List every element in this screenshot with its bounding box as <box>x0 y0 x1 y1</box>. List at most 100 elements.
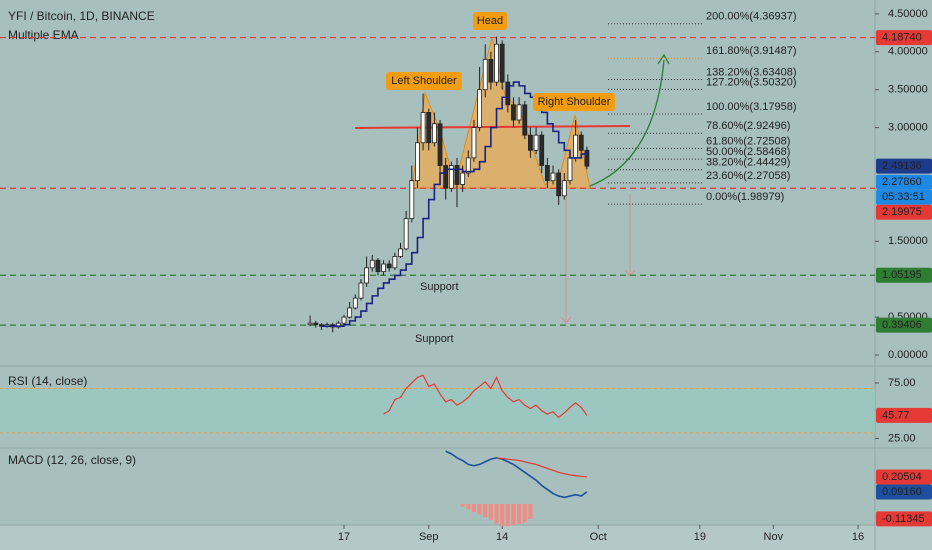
x-tick-label: Nov <box>764 531 784 543</box>
price-badge <box>876 511 932 527</box>
x-tick-label: 17 <box>338 531 350 543</box>
candle-body <box>539 134 545 166</box>
price-badge-label: 2.27860 <box>882 176 922 188</box>
candle-body <box>544 165 550 182</box>
candle-body <box>347 307 353 318</box>
rsi-tick-label: 75.00 <box>888 377 916 389</box>
macd-hist-bar <box>471 503 476 512</box>
candle-body <box>556 172 562 197</box>
rsi-band <box>0 388 875 433</box>
macd-hist-bar <box>517 503 522 524</box>
x-tick-label: 16 <box>852 531 864 543</box>
annotation-label: Head <box>477 15 503 27</box>
price-badge <box>876 267 932 283</box>
candle-body <box>420 112 426 144</box>
candle-body <box>550 172 556 182</box>
countdown-label: 05:33:51 <box>882 191 925 203</box>
macd-title: MACD (12, 26, close, 9) <box>8 453 136 467</box>
fib-label: 50.00%(2.58468) <box>706 146 790 158</box>
macd-hist-bar <box>460 503 465 507</box>
price-badge-label: 0.39406 <box>882 319 922 331</box>
candle-body <box>499 43 505 83</box>
candle-body <box>567 157 573 182</box>
candle-body <box>392 256 398 269</box>
fib-label: 161.80%(3.91487) <box>706 45 797 57</box>
candle-body <box>494 43 499 83</box>
chart-title: YFI / Bitcoin, 1D, BINANCE <box>8 9 155 23</box>
candle-body <box>477 89 482 128</box>
annotation-box <box>533 93 615 111</box>
fib-label: 38.20%(2.44429) <box>706 157 790 169</box>
candle-body <box>578 134 584 151</box>
macd-hist-bar <box>505 503 510 527</box>
candle-body <box>460 172 466 185</box>
macd-hist-bar <box>488 503 493 520</box>
y-tick-label: 3.00000 <box>888 121 928 133</box>
macd-hist-bar <box>511 503 516 526</box>
macd-hist-bar <box>494 503 499 524</box>
fib-label: 78.60%(2.92496) <box>706 120 790 132</box>
price-badge-label: 2.49136 <box>882 160 922 172</box>
price-badge <box>876 484 932 500</box>
indicator-title: Multiple EMA <box>8 28 79 42</box>
candle-body <box>369 259 375 269</box>
rsi-title: RSI (14, close) <box>8 374 87 388</box>
macd-hist-bar <box>500 503 505 527</box>
candle-body <box>307 322 313 326</box>
y-tick-label: 0.00000 <box>888 349 928 361</box>
candle-body <box>533 134 539 151</box>
candle-body <box>431 123 437 144</box>
candle-body <box>403 218 409 250</box>
macd-hist-bar <box>483 503 488 518</box>
support-label: Support <box>415 333 454 345</box>
candle-body <box>516 104 522 121</box>
price-badge <box>876 158 932 174</box>
candle-body <box>528 134 533 151</box>
candle-body <box>398 248 403 257</box>
rsi-line <box>383 374 588 419</box>
price-badge <box>876 174 932 190</box>
candle-body <box>443 165 449 189</box>
arrow-head <box>560 316 572 324</box>
fib-label: 23.60%(2.27058) <box>706 170 790 182</box>
candle-body <box>465 157 471 174</box>
price-badge-label: 1.05195 <box>882 269 922 281</box>
candle-body <box>448 165 454 189</box>
candle-body <box>409 180 415 219</box>
rsi-tick-label: 25.00 <box>888 432 916 444</box>
candle-body <box>573 134 579 159</box>
candle-body <box>561 180 567 197</box>
candle-body <box>313 322 319 326</box>
candle-body <box>415 142 420 182</box>
price-badge-label: 4.18740 <box>882 31 922 43</box>
candle-body <box>488 58 494 83</box>
candle-body <box>352 297 358 309</box>
y-tick-label: 3.50000 <box>888 84 928 96</box>
candle-body <box>522 104 528 136</box>
candle-body <box>381 263 386 273</box>
price-badge <box>876 317 932 333</box>
arrow-head <box>624 269 636 277</box>
candle-body <box>511 104 516 121</box>
candle-body <box>471 127 477 159</box>
price-badge-label: 0.09160 <box>882 486 922 498</box>
price-badge <box>876 407 932 423</box>
y-tick-label: 4.00000 <box>888 46 928 58</box>
annotation-box <box>386 72 462 90</box>
fib-label: 100.00%(3.17958) <box>706 101 797 113</box>
candle-body <box>358 282 364 299</box>
price-badge <box>876 469 932 485</box>
candle-body <box>482 58 488 91</box>
time-axis-bg <box>0 525 932 550</box>
target-arrow <box>589 59 665 187</box>
countdown-badge <box>876 189 932 205</box>
price-badge-label: -0.11345 <box>882 513 925 525</box>
fib-label: 0.00%(1.98979) <box>706 191 784 203</box>
annotation-label: Right Shoulder <box>538 96 611 108</box>
x-tick-label: 19 <box>694 531 706 543</box>
support-label: Support <box>420 281 459 293</box>
candle-body <box>386 263 392 269</box>
y-tick-label: 1.50000 <box>888 235 928 247</box>
macd-hist-bar <box>522 503 527 523</box>
